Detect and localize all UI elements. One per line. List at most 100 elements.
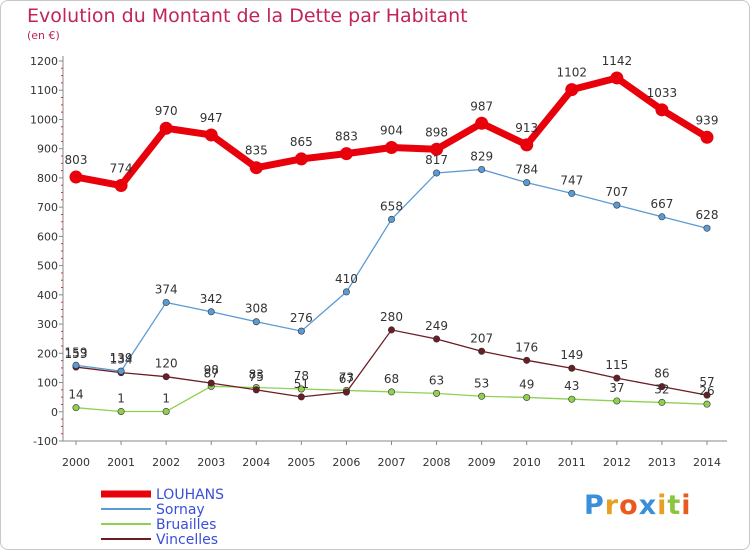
data-label: 280 (380, 310, 403, 324)
data-label: 970 (155, 104, 178, 118)
data-point (430, 142, 444, 156)
data-label: 78 (294, 369, 309, 383)
x-tick-label: 2008 (423, 456, 451, 469)
data-label: 43 (564, 379, 579, 393)
y-tick-label: 600 (37, 230, 58, 243)
legend-label: Sornay (156, 502, 205, 518)
x-tick-label: 2010 (513, 456, 541, 469)
logo-letter: i (657, 490, 668, 521)
data-label: 1142 (602, 54, 633, 68)
data-label: 774 (110, 162, 133, 176)
data-point (72, 404, 80, 412)
y-tick-label: 200 (37, 347, 58, 360)
data-point (433, 335, 441, 343)
data-point (658, 398, 666, 406)
data-label: 115 (605, 358, 628, 372)
data-label: 865 (290, 135, 313, 149)
data-point (72, 361, 80, 369)
data-point (655, 103, 669, 117)
data-label: 374 (155, 282, 178, 296)
data-label: 707 (605, 185, 628, 199)
data-label: 829 (470, 149, 493, 163)
data-label: 134 (110, 353, 133, 367)
data-label: 628 (696, 208, 719, 222)
y-tick-label: 0 (51, 406, 58, 419)
data-label: 1033 (647, 86, 678, 100)
x-tick-label: 2001 (107, 456, 135, 469)
proxiti-logo: Proxiti (584, 490, 692, 521)
data-label: 947 (200, 111, 223, 125)
data-label: 898 (425, 125, 448, 139)
logo-letter: o (619, 490, 639, 521)
x-tick-label: 2011 (558, 456, 586, 469)
data-label: 913 (515, 121, 538, 135)
logo-letter: x (638, 490, 658, 521)
data-label: 817 (425, 153, 448, 167)
data-label: 68 (384, 372, 399, 386)
data-point (658, 213, 666, 221)
x-tick-label: 2005 (287, 456, 315, 469)
data-label: 747 (560, 173, 583, 187)
data-label: 176 (515, 340, 538, 354)
data-point (297, 327, 305, 335)
y-tick-label: 1000 (30, 113, 58, 126)
data-point (385, 141, 398, 155)
data-label: 53 (474, 376, 489, 390)
x-tick-label: 2009 (468, 456, 496, 469)
data-label: 14 (68, 388, 83, 402)
x-tick-label: 2000 (62, 456, 90, 469)
x-tick-label: 2002 (152, 456, 180, 469)
data-point (610, 71, 624, 85)
data-label: 784 (515, 163, 538, 177)
y-tick-label: 1200 (30, 55, 58, 68)
data-point (162, 373, 170, 381)
data-label: 410 (335, 272, 358, 286)
data-label: 276 (290, 311, 313, 325)
y-tick-label: -100 (33, 435, 58, 448)
data-point (520, 138, 534, 152)
data-point (658, 383, 666, 391)
data-label: 87 (204, 366, 219, 380)
data-label: 75 (249, 370, 264, 384)
data-point (297, 393, 305, 401)
data-point (114, 179, 128, 193)
data-point (478, 165, 486, 173)
data-label: 63 (429, 373, 444, 387)
data-point (207, 379, 215, 387)
data-point (523, 393, 531, 401)
data-label: 658 (380, 199, 403, 213)
data-point (433, 389, 441, 397)
x-tick-label: 2004 (242, 456, 270, 469)
data-point (339, 147, 353, 161)
data-label: 149 (560, 348, 583, 362)
data-point (252, 386, 260, 394)
data-point (387, 326, 395, 334)
x-tick-label: 2003 (197, 456, 225, 469)
data-label: 67 (339, 372, 354, 386)
legend-label: LOUHANS (156, 487, 224, 503)
data-label: 83 (249, 368, 264, 382)
data-label: 342 (200, 292, 223, 306)
data-label: 207 (470, 331, 493, 345)
data-label: 249 (425, 319, 448, 333)
data-label: 803 (65, 153, 88, 167)
data-label: 987 (470, 99, 493, 113)
y-tick-label: 100 (37, 377, 58, 390)
data-label: 37 (609, 381, 624, 395)
legend-label: Vincelles (156, 532, 218, 548)
data-point (342, 288, 350, 296)
chart-subtitle: (en €) (27, 29, 60, 42)
data-point (523, 356, 531, 364)
data-point (297, 385, 305, 393)
data-point (568, 395, 576, 403)
data-label: 1 (162, 391, 170, 405)
legend-label: Bruailles (156, 517, 216, 533)
data-point (613, 201, 621, 209)
data-label: 120 (155, 357, 178, 371)
data-label: 835 (245, 144, 268, 158)
y-tick-label: 700 (37, 201, 58, 214)
y-tick-label: 1100 (30, 84, 58, 97)
data-point (207, 308, 215, 316)
data-label: 153 (65, 347, 88, 361)
